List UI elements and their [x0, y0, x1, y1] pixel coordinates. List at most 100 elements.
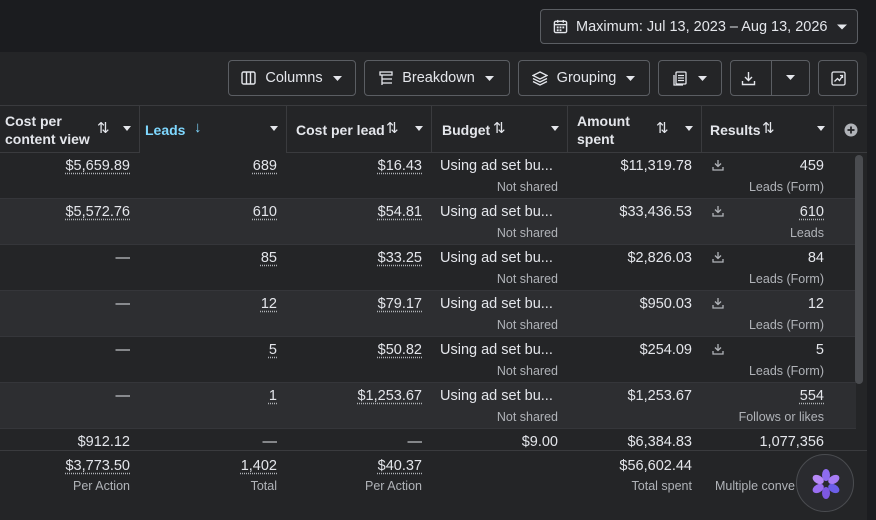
leads-value[interactable]: 12 — [261, 296, 277, 312]
cost-per-lead-value[interactable]: $16.43 — [378, 158, 422, 174]
total-leads[interactable]: 1,402 — [241, 458, 277, 474]
budget-sub: Not shared — [497, 364, 558, 378]
results-value: 1,077,356 — [759, 434, 824, 450]
header-budget[interactable]: Budget ⇅ — [432, 106, 568, 153]
amount-spent-value: $950.03 — [640, 296, 692, 312]
header-cost-per-content-view[interactable]: Cost per content view ⇅ — [0, 106, 140, 153]
budget-cell[interactable]: Using ad set bu... Not shared — [432, 291, 568, 337]
download-icon[interactable] — [712, 297, 724, 309]
table-cell: $79.17 — [287, 291, 432, 337]
budget-value: Using ad set bu... — [440, 388, 553, 404]
header-label: Leads — [145, 121, 185, 139]
table-cell: 689 — [140, 153, 287, 199]
download-icon[interactable] — [712, 205, 724, 217]
table-row[interactable]: — 1 $1,253.67 Using ad set bu... Not shared $… — [0, 383, 856, 429]
view-charts-button[interactable] — [818, 60, 858, 96]
breakdown-icon — [379, 71, 393, 86]
columns-label: Columns — [265, 70, 322, 86]
export-button[interactable] — [730, 60, 810, 96]
header-cost-per-lead[interactable]: Cost per lead ⇅ — [287, 106, 432, 153]
sort-descending-icon[interactable]: ↓ — [194, 119, 202, 136]
results-value[interactable]: 610 — [800, 204, 824, 220]
sort-icon[interactable]: ⇅ — [493, 119, 506, 137]
leads-value[interactable]: 610 — [253, 204, 277, 220]
assistant-launcher-button[interactable] — [796, 454, 854, 512]
table-row[interactable]: — 85 $33.25 Using ad set bu... Not shared $2,… — [0, 245, 856, 291]
leads-value[interactable]: 689 — [253, 158, 277, 174]
table-row[interactable]: — 12 $79.17 Using ad set bu... Not shared $95… — [0, 291, 856, 337]
reports-icon — [673, 71, 688, 86]
budget-cell[interactable]: Using ad set bu... Not shared — [432, 153, 568, 199]
cost-per-lead-value[interactable]: $50.82 — [378, 342, 422, 358]
results-value[interactable]: 554 — [800, 388, 824, 404]
total-cost-per-content-view[interactable]: $3,773.50 — [65, 458, 130, 474]
calendar-icon — [553, 19, 568, 34]
download-icon[interactable] — [712, 159, 724, 171]
vertical-scrollbar[interactable] — [855, 155, 863, 384]
cost-per-content-view-value[interactable]: $5,659.89 — [65, 158, 130, 174]
cost-per-content-view-value: — — [116, 296, 131, 312]
budget-cell[interactable]: Using ad set bu... Not shared — [432, 245, 568, 291]
grouping-button[interactable]: Grouping — [518, 60, 650, 96]
columns-icon — [241, 71, 256, 85]
sort-icon[interactable]: ⇅ — [656, 119, 669, 137]
download-icon[interactable] — [712, 343, 724, 355]
header-label: Budget — [437, 121, 490, 139]
header-results[interactable]: Results ⇅ — [702, 106, 834, 153]
budget-value: Using ad set bu... — [440, 158, 553, 174]
leads-value[interactable]: 5 — [269, 342, 277, 358]
breakdown-label: Breakdown — [402, 70, 475, 86]
table-cell: 610 — [140, 199, 287, 245]
results-cell: 554 Follows or likes — [702, 383, 834, 429]
sort-icon[interactable]: ⇅ — [386, 119, 399, 137]
budget-sub: Not shared — [497, 226, 558, 240]
total-label: Per Action — [73, 479, 130, 493]
budget-cell[interactable]: Using ad set bu... Not shared — [432, 337, 568, 383]
add-column-button[interactable] — [834, 106, 867, 153]
sort-icon[interactable]: ⇅ — [97, 119, 110, 137]
results-cell: 610 Leads — [702, 199, 834, 245]
amount-spent-value: $11,319.78 — [621, 158, 693, 174]
chevron-down-icon[interactable] — [817, 126, 825, 131]
results-sub: Leads (Form) — [749, 272, 824, 286]
budget-value: Using ad set bu... — [440, 296, 553, 312]
leads-value[interactable]: 85 — [261, 250, 277, 266]
table-cell: — — [0, 245, 140, 291]
header-leads[interactable]: Leads ↓ — [140, 106, 287, 153]
leads-value: — — [263, 434, 278, 450]
table-row[interactable]: $5,572.76 610 $54.81 Using ad set bu... Not … — [0, 199, 856, 245]
cost-per-content-view-value[interactable]: $5,572.76 — [65, 204, 130, 220]
results-sub: Leads (Form) — [749, 364, 824, 378]
results-cell: 84 Leads (Form) — [702, 245, 834, 291]
budget-value: Using ad set bu... — [440, 204, 553, 220]
cost-per-lead-value[interactable]: $54.81 — [378, 204, 422, 220]
reports-button[interactable] — [658, 60, 722, 96]
breakdown-button[interactable]: Breakdown — [364, 60, 510, 96]
chevron-down-icon[interactable] — [551, 126, 559, 131]
budget-cell[interactable]: Using ad set bu... Not shared — [432, 383, 568, 429]
table-row[interactable]: $5,659.89 689 $16.43 Using ad set bu... Not … — [0, 153, 856, 199]
leads-value[interactable]: 1 — [269, 388, 277, 404]
chevron-down-icon[interactable] — [415, 126, 423, 131]
chevron-down-icon[interactable] — [685, 126, 693, 131]
amount-spent-cell: $950.03 — [568, 291, 702, 337]
chevron-down-icon[interactable] — [270, 126, 278, 131]
cost-per-lead-value[interactable]: $33.25 — [378, 250, 422, 266]
cost-per-lead-value[interactable]: $79.17 — [378, 296, 422, 312]
results-value: 12 — [808, 296, 824, 312]
table-row-partial[interactable]: $912.12 — — $9.00 $6,384.83 1,077,356 — [0, 430, 856, 450]
sort-icon[interactable]: ⇅ — [762, 119, 775, 137]
header-amount-spent[interactable]: Amount spent ⇅ — [568, 106, 702, 153]
columns-button[interactable]: Columns — [228, 60, 356, 96]
budget-cell[interactable]: Using ad set bu... Not shared — [432, 199, 568, 245]
cost-per-lead-value[interactable]: $1,253.67 — [357, 388, 422, 404]
cost-per-content-view-value: $912.12 — [78, 434, 130, 450]
chevron-down-icon[interactable] — [123, 126, 131, 131]
download-icon[interactable] — [712, 251, 724, 263]
total-cost-per-lead[interactable]: $40.37 — [378, 458, 422, 474]
chevron-down-icon — [332, 75, 343, 82]
date-range-picker[interactable]: Maximum: Jul 13, 2023 – Aug 13, 2026 — [540, 9, 858, 44]
table-row[interactable]: — 5 $50.82 Using ad set bu... Not shared $254… — [0, 337, 856, 383]
amount-spent-cell: $1,253.67 — [568, 383, 702, 429]
table-cell: $54.81 — [287, 199, 432, 245]
